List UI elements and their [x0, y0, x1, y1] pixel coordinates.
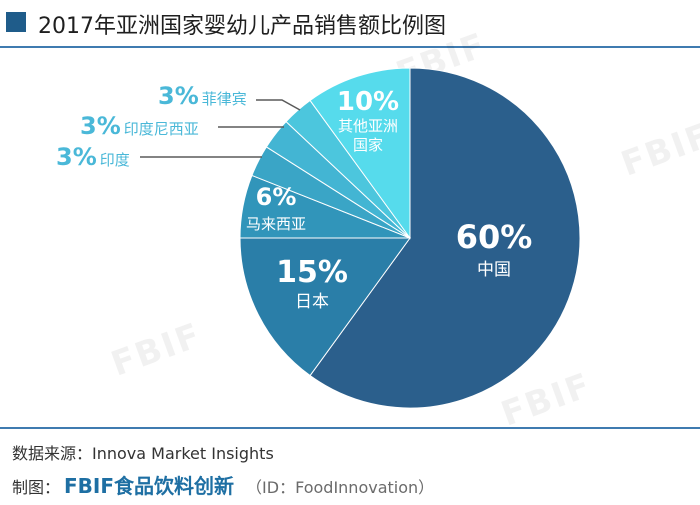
- slice-value-label: 10%: [337, 87, 399, 117]
- slice-category-label: 菲律宾: [202, 90, 247, 108]
- source-line: 数据来源：Innova Market Insights: [12, 444, 274, 463]
- credit-label: 制图：: [12, 478, 61, 497]
- slice-category-label: 马来西亚: [246, 215, 306, 233]
- title-bar: 2017年亚洲国家婴幼儿产品销售额比例图: [0, 0, 700, 46]
- slice-value-label: 15%: [276, 255, 348, 290]
- credit-id: （ID：FoodInnovation）: [246, 478, 435, 497]
- slice-category-label: 国家: [353, 136, 383, 154]
- pie-slices: [239, 67, 581, 409]
- credit-line: 制图： FBIF食品饮料创新 （ID：FoodInnovation）: [12, 470, 434, 499]
- slice-value-label: 3%: [56, 143, 97, 171]
- title-rule: [0, 46, 700, 48]
- page-title: 2017年亚洲国家婴幼儿产品销售额比例图: [38, 14, 446, 39]
- callout-label: 3% 印度尼西亚: [80, 112, 199, 140]
- credit-brand: FBIF食品饮料创新: [64, 474, 235, 498]
- slice-value-label: 3%: [158, 82, 199, 110]
- callout-label: 3% 菲律宾: [158, 82, 247, 110]
- pie-slice-1: [239, 237, 411, 377]
- title-marker: [6, 12, 26, 32]
- slice-category-label: 日本: [295, 292, 329, 312]
- slice-category-label: 印度: [100, 151, 130, 169]
- pie-slice-0: [309, 67, 581, 409]
- slice-value-label: 60%: [456, 218, 533, 256]
- leader-line: [256, 99, 301, 111]
- callout-label: 3% 印度: [56, 143, 130, 171]
- slice-category-label: 其他亚洲: [338, 117, 398, 135]
- slice-category-label: 印度尼西亚: [124, 120, 199, 138]
- pie-slice-6: [309, 67, 411, 240]
- leader-lines: [140, 99, 301, 158]
- slice-value-label: 3%: [80, 112, 121, 140]
- slice-category-label: 中国: [477, 260, 511, 280]
- slice-value-label: 6%: [256, 183, 297, 211]
- footer-rule: [0, 427, 700, 429]
